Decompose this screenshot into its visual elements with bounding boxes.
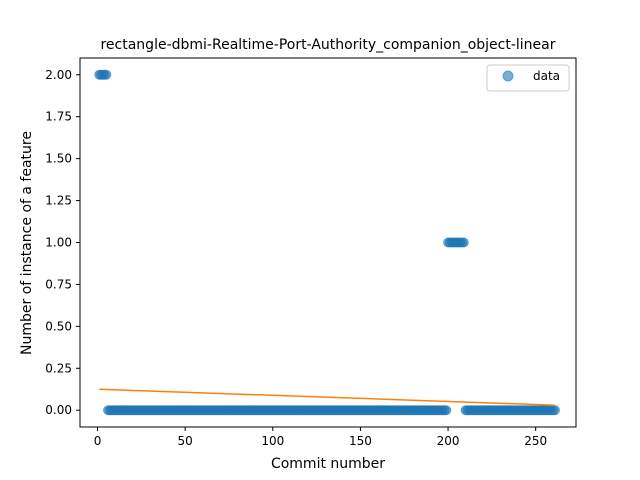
y-tick-label: 0.75 xyxy=(45,277,72,291)
x-axis-ticks: 0 50 100 150 200 250 xyxy=(94,427,547,448)
y-tick-label: 1.25 xyxy=(45,194,72,208)
x-tick-label: 100 xyxy=(261,434,284,448)
legend-marker xyxy=(502,70,514,82)
chart-title: rectangle-dbmi-Realtime-Port-Authority_c… xyxy=(100,37,555,53)
legend: data xyxy=(486,64,570,92)
x-tick-label: 250 xyxy=(524,434,547,448)
legend-label-data: data xyxy=(533,69,560,83)
data-point xyxy=(458,237,469,248)
x-tick-label: 150 xyxy=(349,434,372,448)
data-point xyxy=(101,69,112,80)
data-point xyxy=(549,405,560,416)
x-axis-title: Commit number xyxy=(271,456,385,472)
x-tick-label: 200 xyxy=(437,434,460,448)
plot-frame xyxy=(79,57,577,428)
y-axis-title: Number of instance of a feature xyxy=(19,131,35,355)
y-tick-label: 0.00 xyxy=(45,403,72,417)
x-tick-label: 50 xyxy=(178,434,193,448)
data-point xyxy=(441,405,452,416)
y-tick-label: 1.50 xyxy=(45,152,72,166)
trend-line xyxy=(99,388,555,406)
y-tick-label: 1.00 xyxy=(45,236,72,250)
y-axis-ticks: 0.00 0.25 0.50 0.75 1.00 1.25 1.50 1.75 2.00 xyxy=(45,68,80,417)
y-tick-label: 1.75 xyxy=(45,110,72,124)
x-tick-label: 0 xyxy=(94,434,102,448)
y-tick-label: 0.25 xyxy=(45,361,72,375)
scatter-points xyxy=(94,69,560,416)
y-tick-label: 2.00 xyxy=(45,68,72,82)
y-tick-label: 0.50 xyxy=(45,319,72,333)
trend-line-layer xyxy=(99,388,555,406)
